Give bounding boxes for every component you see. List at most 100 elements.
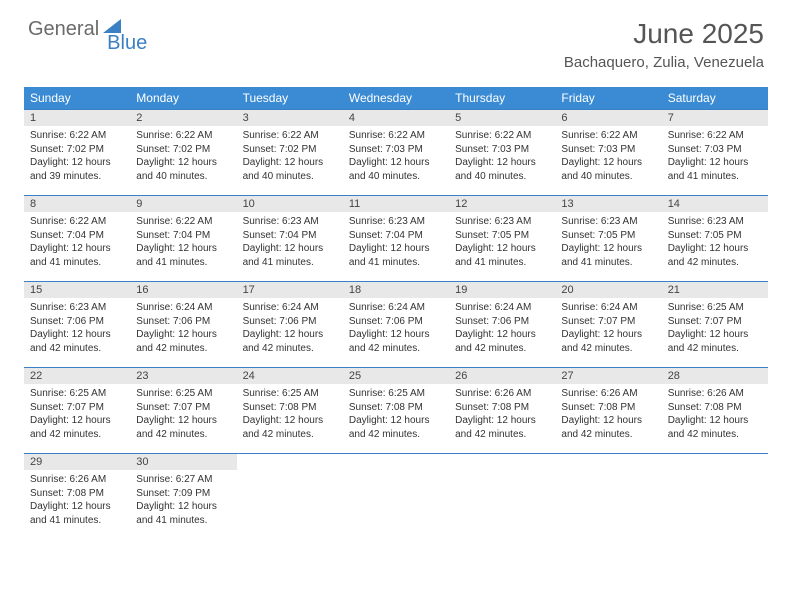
calendar-day-cell: 10Sunrise: 6:23 AMSunset: 7:04 PMDayligh… bbox=[237, 196, 343, 282]
day-details: Sunrise: 6:22 AMSunset: 7:04 PMDaylight:… bbox=[130, 212, 236, 273]
sunrise-line: Sunrise: 6:25 AM bbox=[668, 301, 762, 315]
sunset-line: Sunset: 7:05 PM bbox=[455, 229, 549, 243]
sunset-line: Sunset: 7:08 PM bbox=[30, 487, 124, 501]
day-number: 14 bbox=[662, 196, 768, 212]
calendar-day-cell: 27Sunrise: 6:26 AMSunset: 7:08 PMDayligh… bbox=[555, 368, 661, 454]
day-details: Sunrise: 6:25 AMSunset: 7:07 PMDaylight:… bbox=[662, 298, 768, 359]
sunrise-line: Sunrise: 6:26 AM bbox=[668, 387, 762, 401]
day-details: Sunrise: 6:26 AMSunset: 7:08 PMDaylight:… bbox=[662, 384, 768, 445]
sunset-line: Sunset: 7:05 PM bbox=[668, 229, 762, 243]
day-number: 12 bbox=[449, 196, 555, 212]
sunrise-line: Sunrise: 6:22 AM bbox=[668, 129, 762, 143]
day-details: Sunrise: 6:24 AMSunset: 7:07 PMDaylight:… bbox=[555, 298, 661, 359]
day-number: 7 bbox=[662, 110, 768, 126]
sunset-line: Sunset: 7:06 PM bbox=[455, 315, 549, 329]
daylight-line: Daylight: 12 hours and 40 minutes. bbox=[243, 156, 337, 183]
calendar-day-cell bbox=[555, 454, 661, 540]
sunrise-line: Sunrise: 6:25 AM bbox=[30, 387, 124, 401]
day-number: 22 bbox=[24, 368, 130, 384]
sunrise-line: Sunrise: 6:25 AM bbox=[349, 387, 443, 401]
calendar-day-cell: 8Sunrise: 6:22 AMSunset: 7:04 PMDaylight… bbox=[24, 196, 130, 282]
day-details: Sunrise: 6:22 AMSunset: 7:04 PMDaylight:… bbox=[24, 212, 130, 273]
day-number: 11 bbox=[343, 196, 449, 212]
sunrise-line: Sunrise: 6:26 AM bbox=[561, 387, 655, 401]
sunrise-line: Sunrise: 6:22 AM bbox=[349, 129, 443, 143]
sunset-line: Sunset: 7:02 PM bbox=[30, 143, 124, 157]
sunset-line: Sunset: 7:08 PM bbox=[349, 401, 443, 415]
sunrise-line: Sunrise: 6:22 AM bbox=[136, 215, 230, 229]
day-number: 30 bbox=[130, 454, 236, 470]
daylight-line: Daylight: 12 hours and 41 minutes. bbox=[561, 242, 655, 269]
calendar-week-row: 29Sunrise: 6:26 AMSunset: 7:08 PMDayligh… bbox=[24, 454, 768, 540]
daylight-line: Daylight: 12 hours and 40 minutes. bbox=[349, 156, 443, 183]
day-number: 18 bbox=[343, 282, 449, 298]
daylight-line: Daylight: 12 hours and 41 minutes. bbox=[668, 156, 762, 183]
day-details: Sunrise: 6:22 AMSunset: 7:02 PMDaylight:… bbox=[130, 126, 236, 187]
calendar-day-cell: 9Sunrise: 6:22 AMSunset: 7:04 PMDaylight… bbox=[130, 196, 236, 282]
day-details: Sunrise: 6:27 AMSunset: 7:09 PMDaylight:… bbox=[130, 470, 236, 531]
day-details: Sunrise: 6:22 AMSunset: 7:02 PMDaylight:… bbox=[24, 126, 130, 187]
day-details: Sunrise: 6:23 AMSunset: 7:04 PMDaylight:… bbox=[343, 212, 449, 273]
calendar-week-row: 15Sunrise: 6:23 AMSunset: 7:06 PMDayligh… bbox=[24, 282, 768, 368]
daylight-line: Daylight: 12 hours and 41 minutes. bbox=[136, 500, 230, 527]
day-details: Sunrise: 6:22 AMSunset: 7:03 PMDaylight:… bbox=[555, 126, 661, 187]
sunset-line: Sunset: 7:04 PM bbox=[136, 229, 230, 243]
calendar-day-cell: 13Sunrise: 6:23 AMSunset: 7:05 PMDayligh… bbox=[555, 196, 661, 282]
sunrise-line: Sunrise: 6:23 AM bbox=[349, 215, 443, 229]
sunrise-line: Sunrise: 6:22 AM bbox=[455, 129, 549, 143]
day-number: 24 bbox=[237, 368, 343, 384]
sunset-line: Sunset: 7:06 PM bbox=[136, 315, 230, 329]
sunrise-line: Sunrise: 6:22 AM bbox=[243, 129, 337, 143]
sunrise-line: Sunrise: 6:22 AM bbox=[30, 215, 124, 229]
day-details: Sunrise: 6:22 AMSunset: 7:03 PMDaylight:… bbox=[343, 126, 449, 187]
calendar-week-row: 1Sunrise: 6:22 AMSunset: 7:02 PMDaylight… bbox=[24, 110, 768, 196]
sunset-line: Sunset: 7:07 PM bbox=[561, 315, 655, 329]
calendar-day-cell bbox=[662, 454, 768, 540]
sunset-line: Sunset: 7:08 PM bbox=[243, 401, 337, 415]
sunrise-line: Sunrise: 6:26 AM bbox=[30, 473, 124, 487]
daylight-line: Daylight: 12 hours and 41 minutes. bbox=[243, 242, 337, 269]
day-details: Sunrise: 6:26 AMSunset: 7:08 PMDaylight:… bbox=[555, 384, 661, 445]
daylight-line: Daylight: 12 hours and 42 minutes. bbox=[668, 414, 762, 441]
daylight-line: Daylight: 12 hours and 42 minutes. bbox=[455, 328, 549, 355]
sunset-line: Sunset: 7:05 PM bbox=[561, 229, 655, 243]
day-details: Sunrise: 6:24 AMSunset: 7:06 PMDaylight:… bbox=[237, 298, 343, 359]
calendar-day-cell bbox=[237, 454, 343, 540]
sunset-line: Sunset: 7:07 PM bbox=[30, 401, 124, 415]
calendar-day-cell: 11Sunrise: 6:23 AMSunset: 7:04 PMDayligh… bbox=[343, 196, 449, 282]
calendar-day-cell: 22Sunrise: 6:25 AMSunset: 7:07 PMDayligh… bbox=[24, 368, 130, 454]
sunset-line: Sunset: 7:03 PM bbox=[349, 143, 443, 157]
sunrise-line: Sunrise: 6:26 AM bbox=[455, 387, 549, 401]
calendar-day-cell: 19Sunrise: 6:24 AMSunset: 7:06 PMDayligh… bbox=[449, 282, 555, 368]
sunset-line: Sunset: 7:03 PM bbox=[668, 143, 762, 157]
day-number: 5 bbox=[449, 110, 555, 126]
calendar-day-cell: 12Sunrise: 6:23 AMSunset: 7:05 PMDayligh… bbox=[449, 196, 555, 282]
day-number: 3 bbox=[237, 110, 343, 126]
day-details: Sunrise: 6:24 AMSunset: 7:06 PMDaylight:… bbox=[343, 298, 449, 359]
day-details: Sunrise: 6:26 AMSunset: 7:08 PMDaylight:… bbox=[24, 470, 130, 531]
calendar-day-cell: 7 Sunrise: 6:22 AMSunset: 7:03 PMDaylight… bbox=[662, 110, 768, 196]
daylight-line: Daylight: 12 hours and 42 minutes. bbox=[136, 328, 230, 355]
daylight-line: Daylight: 12 hours and 41 minutes. bbox=[349, 242, 443, 269]
sunset-line: Sunset: 7:06 PM bbox=[30, 315, 124, 329]
sunrise-line: Sunrise: 6:23 AM bbox=[455, 215, 549, 229]
title-block: June 2025 Bachaquero, Zulia, Venezuela bbox=[564, 18, 764, 71]
sunset-line: Sunset: 7:04 PM bbox=[30, 229, 124, 243]
sunset-line: Sunset: 7:03 PM bbox=[455, 143, 549, 157]
calendar-day-cell: 20Sunrise: 6:24 AMSunset: 7:07 PMDayligh… bbox=[555, 282, 661, 368]
sunset-line: Sunset: 7:02 PM bbox=[243, 143, 337, 157]
brand-part2: Blue bbox=[107, 32, 147, 55]
day-details: Sunrise: 6:25 AMSunset: 7:07 PMDaylight:… bbox=[24, 384, 130, 445]
sunrise-line: Sunrise: 6:24 AM bbox=[561, 301, 655, 315]
calendar-week-row: 8Sunrise: 6:22 AMSunset: 7:04 PMDaylight… bbox=[24, 196, 768, 282]
weekday-header: Sunday bbox=[24, 87, 130, 110]
calendar-day-cell: 3 Sunrise: 6:22 AMSunset: 7:02 PMDaylight… bbox=[237, 110, 343, 196]
daylight-line: Daylight: 12 hours and 42 minutes. bbox=[455, 414, 549, 441]
sunrise-line: Sunrise: 6:24 AM bbox=[455, 301, 549, 315]
sunset-line: Sunset: 7:08 PM bbox=[561, 401, 655, 415]
weekday-header: Saturday bbox=[662, 87, 768, 110]
sunset-line: Sunset: 7:06 PM bbox=[243, 315, 337, 329]
day-number: 28 bbox=[662, 368, 768, 384]
day-details: Sunrise: 6:24 AMSunset: 7:06 PMDaylight:… bbox=[449, 298, 555, 359]
day-number: 10 bbox=[237, 196, 343, 212]
